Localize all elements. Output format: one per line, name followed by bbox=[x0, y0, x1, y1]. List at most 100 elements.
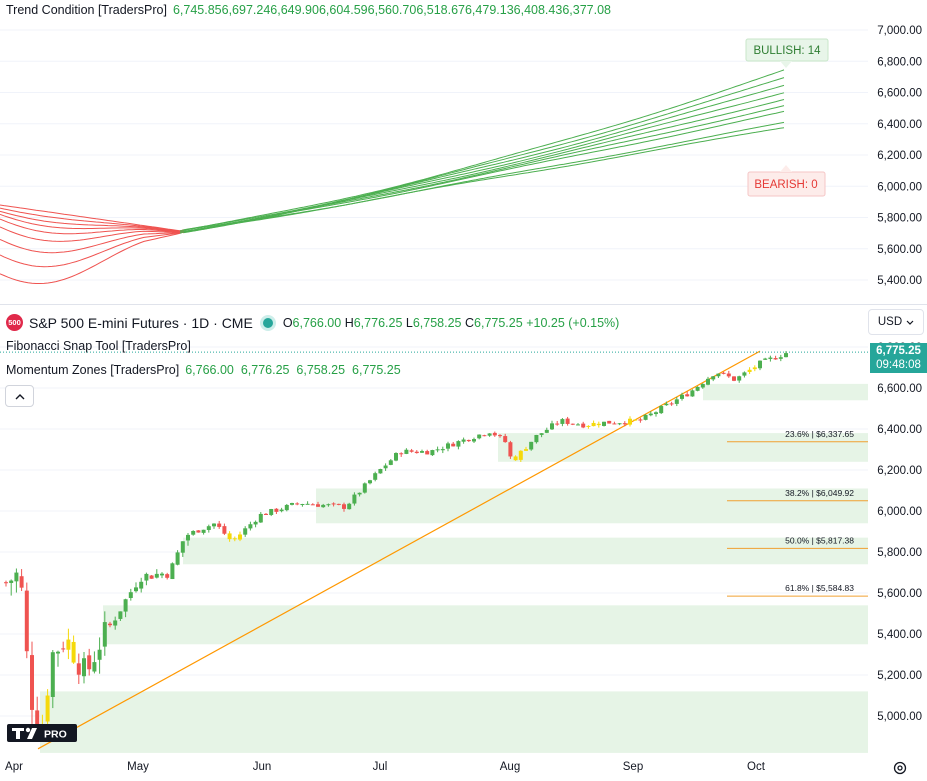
candle bbox=[175, 550, 180, 566]
candle bbox=[61, 641, 66, 653]
trend-line-bullish-segment bbox=[179, 121, 785, 234]
candle bbox=[128, 588, 133, 601]
candle bbox=[97, 637, 102, 674]
pane-separator[interactable] bbox=[0, 304, 927, 305]
chevron-down-icon bbox=[906, 320, 914, 325]
candle bbox=[425, 449, 430, 455]
candle bbox=[628, 416, 632, 427]
candle bbox=[378, 468, 383, 474]
momentum-legend[interactable]: Momentum Zones [TradersPro] 6,766.00 6,7… bbox=[6, 363, 401, 377]
candle bbox=[607, 420, 612, 424]
candle bbox=[430, 449, 435, 456]
candle bbox=[149, 575, 154, 579]
y-tick-label: 6,200.00 bbox=[877, 150, 922, 162]
settings-icon[interactable] bbox=[892, 760, 908, 781]
candle bbox=[487, 433, 492, 437]
momentum-zone bbox=[498, 433, 868, 462]
candle bbox=[508, 440, 513, 459]
candle bbox=[196, 530, 201, 533]
candle bbox=[680, 392, 684, 401]
candle bbox=[87, 648, 92, 676]
candle bbox=[612, 421, 617, 425]
candle bbox=[394, 452, 398, 462]
candle bbox=[643, 414, 648, 421]
candle bbox=[695, 386, 700, 392]
candle bbox=[258, 511, 263, 523]
candle bbox=[139, 577, 144, 593]
collapse-legend-button[interactable] bbox=[5, 385, 34, 407]
candle bbox=[472, 437, 476, 444]
candle bbox=[763, 357, 768, 360]
candle bbox=[45, 689, 50, 725]
candle bbox=[518, 450, 523, 462]
trend-line bbox=[37, 350, 761, 750]
trend-line-bearish-segment bbox=[0, 226, 185, 242]
candle bbox=[212, 523, 216, 529]
trend-line-bearish-segment bbox=[0, 210, 185, 232]
x-tick-label: Jul bbox=[373, 761, 388, 773]
trend-line-value: 6,697.24 bbox=[221, 3, 271, 17]
currency-select[interactable]: USD bbox=[868, 309, 924, 335]
candle bbox=[56, 650, 60, 667]
candle bbox=[399, 452, 404, 457]
candle bbox=[279, 507, 284, 513]
candle bbox=[706, 376, 710, 386]
candle bbox=[336, 503, 341, 506]
trend-line-value: 6,377.08 bbox=[562, 3, 611, 17]
candle bbox=[726, 370, 731, 378]
price-chart[interactable]: 5,000.00 5,200.00 5,400.00 5,600.00 5,800.00… bbox=[0, 305, 927, 781]
candle bbox=[414, 450, 419, 454]
candle bbox=[669, 401, 674, 406]
momentum-zone bbox=[103, 605, 868, 645]
y-tick-label: 5,800.00 bbox=[877, 213, 922, 225]
y-tick-label: 6,400.00 bbox=[877, 119, 922, 131]
tradingview-logo[interactable]: PRO bbox=[7, 723, 77, 743]
candle bbox=[758, 360, 762, 371]
candle bbox=[232, 536, 237, 542]
x-tick-label: Sep bbox=[623, 761, 643, 773]
trend-line-bearish-segment bbox=[0, 231, 185, 284]
candle bbox=[19, 569, 24, 592]
symbol-badge[interactable]: 500 bbox=[6, 314, 23, 331]
candle bbox=[560, 417, 565, 427]
y-tick-label: 5,200.00 bbox=[877, 670, 922, 682]
trend-line-bullish-segment bbox=[179, 99, 785, 233]
candle bbox=[222, 523, 227, 535]
svg-text:BEARISH: 0: BEARISH: 0 bbox=[754, 179, 817, 191]
candle bbox=[134, 582, 138, 593]
candle bbox=[290, 502, 294, 506]
y-tick-label: 5,800.00 bbox=[877, 547, 922, 559]
trend-line-bearish-segment bbox=[0, 207, 185, 232]
candle bbox=[633, 419, 638, 421]
candle bbox=[373, 471, 378, 482]
svg-text:PRO: PRO bbox=[44, 729, 67, 741]
candle bbox=[700, 383, 705, 389]
trend-line-value: 6,604.59 bbox=[318, 3, 368, 17]
y-tick-label: 5,600.00 bbox=[877, 244, 922, 256]
fibonacci-legend[interactable]: Fibonacci Snap Tool [TradersPro] bbox=[6, 339, 191, 353]
candle bbox=[35, 696, 40, 728]
candle bbox=[321, 503, 326, 508]
trend-condition-chart[interactable]: 5,400.00 5,600.00 5,800.00 6,000.00 6,200.00… bbox=[0, 0, 927, 304]
candle bbox=[732, 376, 736, 382]
y-tick-label: 6,600.00 bbox=[877, 383, 922, 395]
trend-line-value: 6,745.85 bbox=[172, 3, 222, 17]
countdown-label: 09:48:08 bbox=[870, 358, 927, 373]
y-tick-label: 5,400.00 bbox=[877, 275, 922, 287]
symbol-title[interactable]: S&P 500 E-mini Futures · 1D · CME bbox=[29, 314, 253, 331]
fib-level-label: 50.0% | $5,817.38 bbox=[785, 535, 854, 545]
x-tick-label: May bbox=[127, 761, 149, 773]
momentum-zone bbox=[703, 383, 868, 401]
candle bbox=[30, 641, 34, 724]
candle bbox=[617, 422, 622, 426]
x-tick-label: Aug bbox=[500, 761, 520, 773]
candle bbox=[773, 355, 778, 360]
candle bbox=[206, 524, 211, 533]
candle bbox=[435, 446, 440, 453]
candle bbox=[108, 621, 112, 628]
candle bbox=[539, 433, 544, 438]
candle bbox=[170, 562, 175, 580]
candle bbox=[243, 526, 248, 537]
candle bbox=[482, 434, 487, 437]
candle bbox=[550, 420, 554, 431]
